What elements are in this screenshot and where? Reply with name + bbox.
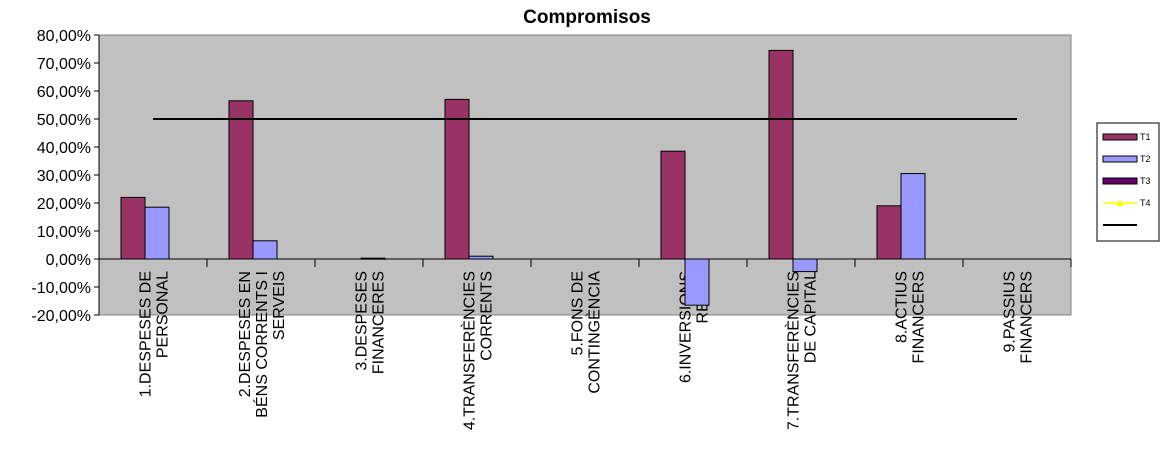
chart-title: Compromisos <box>523 7 651 28</box>
x-tick-label-line: 1.DESPESES DE <box>138 271 155 397</box>
legend-item: T2 <box>1102 154 1151 164</box>
y-tick-label: 10,00% <box>37 224 91 241</box>
bars <box>120 49 926 306</box>
y-tick-label: 70,00% <box>37 56 91 73</box>
bar-t2 <box>792 258 818 273</box>
bar-t2 <box>144 206 170 260</box>
y-axis: 80,00% 70,00% 60,00% 50,00% 40,00% 30,00% 20,0… <box>31 28 100 325</box>
x-tick-label-line: SERVEIS <box>271 271 288 340</box>
y-tick-label: 60,00% <box>37 84 91 101</box>
bar-t1 <box>876 205 902 260</box>
legend-item: T4 <box>1103 198 1151 208</box>
x-tick-label: 2.DESPESES EN BÉNS CORRENTS I SERVEIS <box>237 271 288 418</box>
bar-t2 <box>684 258 710 306</box>
x-tick-label-line: FINANCERES <box>371 271 388 374</box>
x-tick-label-line: 2.DESPESES EN <box>237 271 254 397</box>
legend-marker <box>1116 199 1124 206</box>
x-tick-label-line: 8.ACTIUS <box>894 271 911 343</box>
legend-swatch <box>1102 155 1138 163</box>
y-tick-label: 40,00% <box>37 140 91 157</box>
x-axis: 1.DESPESES DE PERSONAL 2.DESPESES EN BÉNS C… <box>98 258 1072 430</box>
x-tick-label-line: PERSONAL <box>155 271 172 358</box>
x-tick-label-line: 5.FONS DE <box>570 271 587 355</box>
bar-t1 <box>120 196 146 260</box>
bar-t2 <box>360 257 386 260</box>
legend-label: T3 <box>1140 176 1151 186</box>
x-tick-label: 7.TRANSFERÈNCIES DE CAPITAL <box>784 271 820 430</box>
x-tick-label-line: FINANCERS <box>1019 271 1036 363</box>
x-tick-label-line: DE CAPITAL <box>803 271 820 363</box>
y-tick-label: 30,00% <box>37 168 91 185</box>
x-tick-label: 4.TRANSFERÈNCIES CORRENTS <box>460 271 496 430</box>
x-tick-label-line: CONTINGÈNCIA <box>585 271 604 394</box>
legend: T1 T2 T3 T4 <box>1096 122 1160 242</box>
x-tick-label-line: CORRENTS <box>479 271 496 361</box>
legend-label: T4 <box>1140 198 1151 208</box>
x-tick-label-line: 4.TRANSFERÈNCIES <box>460 271 479 430</box>
x-tick-label-line: 7.TRANSFERÈNCIES <box>784 271 803 430</box>
x-tick-label-line: FINANCERS <box>911 271 928 363</box>
x-tick-label: 3.DESPESES FINANCERES <box>354 271 388 374</box>
legend-item: T1 <box>1102 132 1151 142</box>
bar-t2 <box>900 173 926 260</box>
bar-t1 <box>768 49 794 260</box>
y-tick-label: -20,00% <box>31 308 91 325</box>
x-tick-label: 5.FONS DE CONTINGÈNCIA <box>570 271 604 394</box>
y-tick-label: 0,00% <box>46 252 91 269</box>
bar-t2 <box>468 255 494 260</box>
x-tick-label-line: 9.PASSIUS <box>1002 271 1019 353</box>
y-tick-label: -10,00% <box>31 280 91 297</box>
legend-label: T1 <box>1140 132 1151 142</box>
y-tick-label: 20,00% <box>37 196 91 213</box>
y-tick-label: 80,00% <box>37 28 91 45</box>
bar-t2 <box>252 240 278 260</box>
x-tick-label-line: 3.DESPESES <box>354 271 371 371</box>
legend-label: T2 <box>1140 154 1151 164</box>
bar-t1 <box>444 98 470 260</box>
x-tick-label-line: BÉNS CORRENTS I <box>252 271 271 418</box>
legend-swatch <box>1102 133 1138 141</box>
bar-t1 <box>660 150 686 260</box>
bar-t1 <box>228 100 254 260</box>
x-tick-label: 8.ACTIUS FINANCERS <box>894 271 928 363</box>
legend-item: T3 <box>1102 176 1151 186</box>
y-tick-label: 50,00% <box>37 112 91 129</box>
x-tick-label: 1.DESPESES DE PERSONAL <box>138 271 172 397</box>
x-tick-label: 9.PASSIUS FINANCERS <box>1002 271 1036 363</box>
legend-swatch <box>1102 177 1138 185</box>
